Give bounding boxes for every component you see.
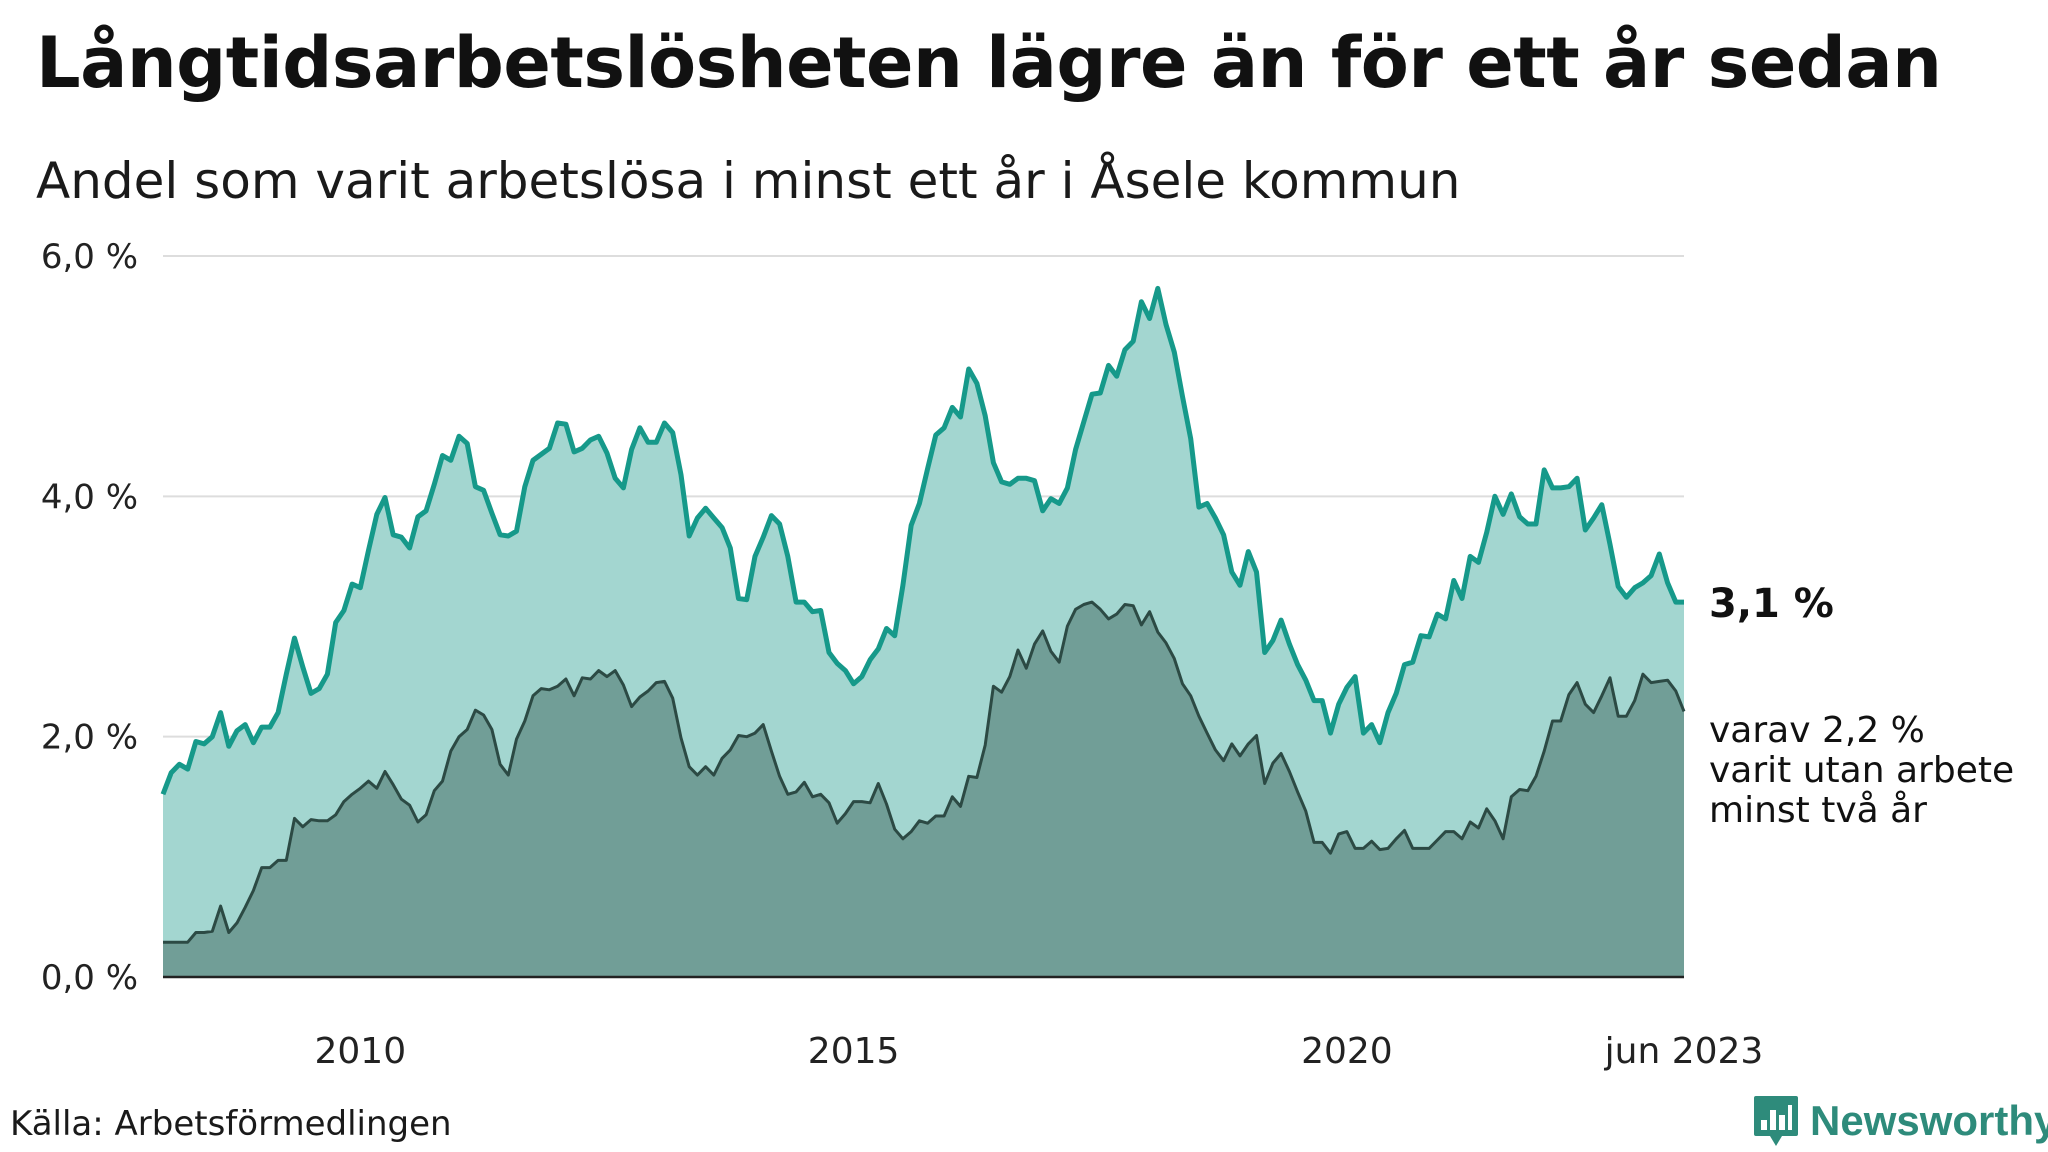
series2-end-label-line: varit utan arbete bbox=[1709, 750, 2014, 791]
chart-title: Långtidsarbetslösheten lägre än för ett … bbox=[36, 22, 1942, 104]
bar-chart-badge-icon bbox=[1754, 1096, 1798, 1146]
series-lines bbox=[160, 285, 1686, 944]
x-tick-label: jun 2023 bbox=[1604, 1031, 1764, 1072]
series-area-2 bbox=[163, 602, 1684, 977]
series-line-1 bbox=[160, 285, 1684, 796]
x-tick-label: 2020 bbox=[1301, 1031, 1393, 1072]
brand-name: Newsworthy bbox=[1810, 1097, 2048, 1144]
y-tick-label: 4,0 % bbox=[41, 477, 138, 517]
source-note: Källa: Arbetsförmedlingen bbox=[10, 1104, 452, 1144]
chart-subtitle: Andel som varit arbetslösa i minst ett å… bbox=[36, 152, 1461, 210]
brand-logo: Newsworthy bbox=[1752, 1094, 2048, 1148]
y-tick-label: 2,0 % bbox=[41, 718, 138, 758]
series1-end-label: 3,1 % bbox=[1709, 581, 1834, 627]
axis-labels: 0,0 % 2,0 % 4,0 % 6,0 % 2010 2015 2020 jun 2023 bbox=[41, 237, 1764, 1072]
y-tick-label: 0,0 % bbox=[41, 958, 138, 998]
series2-end-label-line: varav 2,2 % bbox=[1709, 710, 1925, 751]
x-tick-label: 2015 bbox=[808, 1031, 900, 1072]
series2-end-label-line: minst två år bbox=[1709, 790, 1927, 831]
series-line-2 bbox=[163, 600, 1686, 944]
series-areas bbox=[163, 288, 1684, 977]
x-tick-label: 2010 bbox=[315, 1031, 407, 1072]
y-tick-label: 6,0 % bbox=[41, 237, 138, 277]
